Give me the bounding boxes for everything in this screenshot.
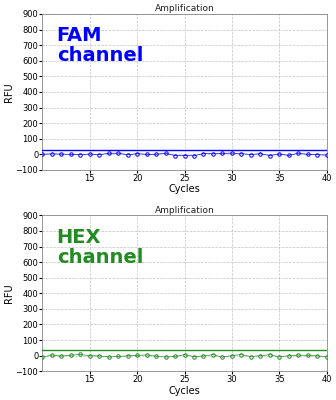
- Text: HEX
channel: HEX channel: [57, 228, 143, 266]
- Title: Amplification: Amplification: [155, 206, 214, 214]
- Y-axis label: RFU: RFU: [4, 284, 14, 303]
- X-axis label: Cycles: Cycles: [169, 184, 200, 194]
- X-axis label: Cycles: Cycles: [169, 386, 200, 396]
- Text: FAM
channel: FAM channel: [57, 26, 143, 65]
- Title: Amplification: Amplification: [155, 4, 214, 13]
- Y-axis label: RFU: RFU: [4, 82, 14, 102]
